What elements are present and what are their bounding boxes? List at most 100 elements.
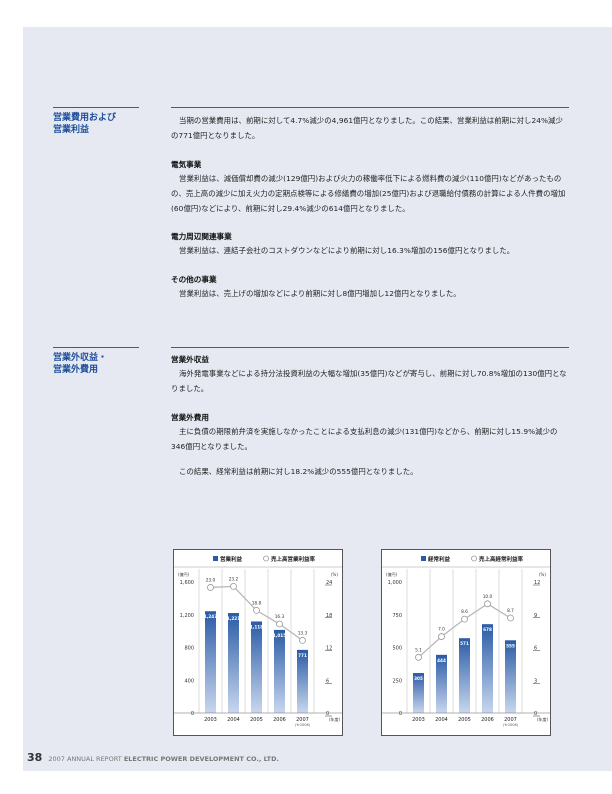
section-label-text: 営業費用および 営業利益 xyxy=(53,113,117,135)
x-tick-label: 2006 xyxy=(481,717,494,723)
legend-bar-swatch xyxy=(421,556,426,561)
subheading-non-operating-expenses: 営業外費用 xyxy=(171,412,209,422)
bar-value-label: 571 xyxy=(460,641,469,646)
chart-ordinary-income: 経常利益 売上高経常利益率 (億円) (%) 1,000 12 750 9 500 6 250 3 0 0… xyxy=(381,549,551,736)
left-unit-label: (億円) xyxy=(386,571,398,577)
ratio-point xyxy=(484,600,491,608)
chart-operating-income-svg: 営業利益 売上高営業利益率 (億円) (%) 1,600 24 1,200 18 800 12 40… xyxy=(174,555,342,727)
x-tick-label: 2007 xyxy=(504,717,517,723)
x-tick-label: 2003 xyxy=(204,717,217,723)
paragraph-electric-power: 営業利益は、減価償却費の減少(129億円)および火力の稼働率低下による燃料費の減… xyxy=(171,173,566,214)
legend-bar-label: 営業利益 xyxy=(220,555,243,563)
bar xyxy=(297,649,308,713)
subheading-related-business: 電力周辺関連事業 xyxy=(171,232,232,242)
bar xyxy=(413,673,424,713)
right-unit-label: (%) xyxy=(331,572,338,577)
x-tick-label: 2004 xyxy=(435,717,448,723)
bar-value-label: 1,015 xyxy=(273,633,286,638)
x-tick-label: 2004 xyxy=(227,717,240,723)
paragraph-other-business: 営業利益は、売上げの増加などにより前期に対し8億円増加し12億円となりました。 xyxy=(179,288,461,298)
paragraph-ordinary-income: この結果、経常利益は前期に対し18.2%減少の555億円となりました。 xyxy=(179,467,418,477)
ratio-value-label: 8.6 xyxy=(461,609,468,615)
ratio-point xyxy=(507,614,514,622)
ratio-point xyxy=(276,620,283,628)
x-tick-label: 2007 xyxy=(296,717,309,723)
left-tick-label: 400 xyxy=(184,678,194,684)
legend-line-label: 売上高経常利益率 xyxy=(479,555,524,563)
paragraph-summary: 当期の営業費用は、前期に対して4.7%減少の4,961億円となりました。この結果… xyxy=(171,116,563,141)
left-tick-label: 500 xyxy=(392,646,402,652)
ratio-value-label: 5.1 xyxy=(415,647,422,653)
bar-value-label: 555 xyxy=(506,643,515,648)
bar xyxy=(251,621,262,713)
bar xyxy=(459,638,470,713)
ratio-point xyxy=(438,633,445,640)
bar xyxy=(228,613,239,713)
bar-value-label: 1,243 xyxy=(204,614,217,619)
page-number: 38 xyxy=(27,751,43,764)
right-tick-label: 6 xyxy=(534,646,537,652)
right-tick-label: 9 xyxy=(534,613,537,619)
bar xyxy=(436,654,447,713)
right-tick-label: 12 xyxy=(326,646,332,652)
x-tick-label: 2005 xyxy=(250,717,263,723)
bar-value-label: 678 xyxy=(483,627,492,632)
x-tick-sublabel: (Yr2006) xyxy=(295,723,311,727)
bar xyxy=(205,611,216,713)
left-tick-label: 750 xyxy=(392,613,402,619)
right-tick-label: 6 xyxy=(326,678,329,684)
ratio-point xyxy=(230,582,237,590)
ratio-point xyxy=(415,653,422,661)
ratio-value-label: 7.0 xyxy=(438,627,445,633)
right-tick-label: 0 xyxy=(326,711,329,717)
left-tick-label: 800 xyxy=(184,646,194,652)
subheading-non-operating-income: 営業外収益 xyxy=(171,355,209,364)
right-tick-label: 0 xyxy=(534,711,537,717)
ratio-point xyxy=(299,637,306,644)
right-tick-label: 3 xyxy=(534,678,537,684)
right-tick-label: 18 xyxy=(326,613,332,619)
left-tick-label: 1,000 xyxy=(388,580,402,586)
ratio-value-label: 8.7 xyxy=(507,608,514,614)
bar-value-label: 444 xyxy=(437,658,446,663)
x-unit-label: (年度) xyxy=(329,716,341,722)
legend-line-label: 売上高営業利益率 xyxy=(271,555,316,563)
bar xyxy=(505,640,516,713)
section-body-non-operating: 営業外収益 海外発電事業などによる持分法投資利益の大幅な増加(35億円)などが寄… xyxy=(171,347,569,479)
ratio-point xyxy=(207,584,214,591)
legend-line-swatch xyxy=(263,555,269,562)
chart-operating-income: 営業利益 売上高営業利益率 (億円) (%) 1,600 24 1,200 18 800 12 40… xyxy=(173,549,343,736)
left-tick-label: 250 xyxy=(392,678,402,684)
page-footer: 38 2007 ANNUAL REPORT ELECTRIC POWER DEV… xyxy=(27,751,279,764)
ratio-point xyxy=(461,615,468,623)
right-unit-label: (%) xyxy=(539,572,546,577)
ratio-value-label: 18.8 xyxy=(252,600,262,606)
bar-value-label: 771 xyxy=(298,653,307,658)
section-label-operating-income: 営業費用および 営業利益 xyxy=(53,107,139,136)
subheading-other-business: その他の事業 xyxy=(171,274,217,284)
bar xyxy=(482,624,493,713)
x-tick-label: 2005 xyxy=(458,717,471,723)
section-label-text: 営業外収益・ 営業外費用 xyxy=(53,353,108,375)
ratio-value-label: 16.3 xyxy=(275,614,285,620)
left-tick-label: 0 xyxy=(191,711,194,717)
x-unit-label: (年度) xyxy=(537,716,549,722)
x-tick-sublabel: (Yr2006) xyxy=(503,723,519,727)
legend-bar-label: 経常利益 xyxy=(428,555,451,563)
paragraph-related-business: 営業利益は、連結子会社のコストダウンなどにより前期に対し16.3%増加の156億… xyxy=(179,246,515,256)
right-tick-label: 24 xyxy=(326,580,332,586)
x-tick-label: 2003 xyxy=(412,717,425,723)
section-body-operating-income: 当期の営業費用は、前期に対して4.7%減少の4,961億円となりました。この結果… xyxy=(171,107,569,301)
subheading-electric-power: 電気事業 xyxy=(171,159,202,169)
bar-value-label: 1,221 xyxy=(227,616,240,621)
paragraph-non-operating-expenses: 主に負債の期限前弁済を実施しなかったことによる支払利息の減少(131億円)などか… xyxy=(171,426,558,451)
section-label-non-operating: 営業外収益・ 営業外費用 xyxy=(53,347,139,376)
ratio-value-label: 10.0 xyxy=(483,594,493,600)
x-tick-label: 2006 xyxy=(273,717,286,723)
ratio-value-label: 23.2 xyxy=(229,576,239,582)
ratio-value-label: 23.0 xyxy=(206,577,216,583)
left-tick-label: 1,200 xyxy=(180,613,194,619)
footer-company: ELECTRIC POWER DEVELOPMENT CO., LTD. xyxy=(123,755,279,763)
paragraph-non-operating-income: 海外発電事業などによる持分法投資利益の大幅な増加(35億円)などが寄与し、前期に… xyxy=(171,369,567,394)
legend-bar-swatch xyxy=(213,556,218,561)
